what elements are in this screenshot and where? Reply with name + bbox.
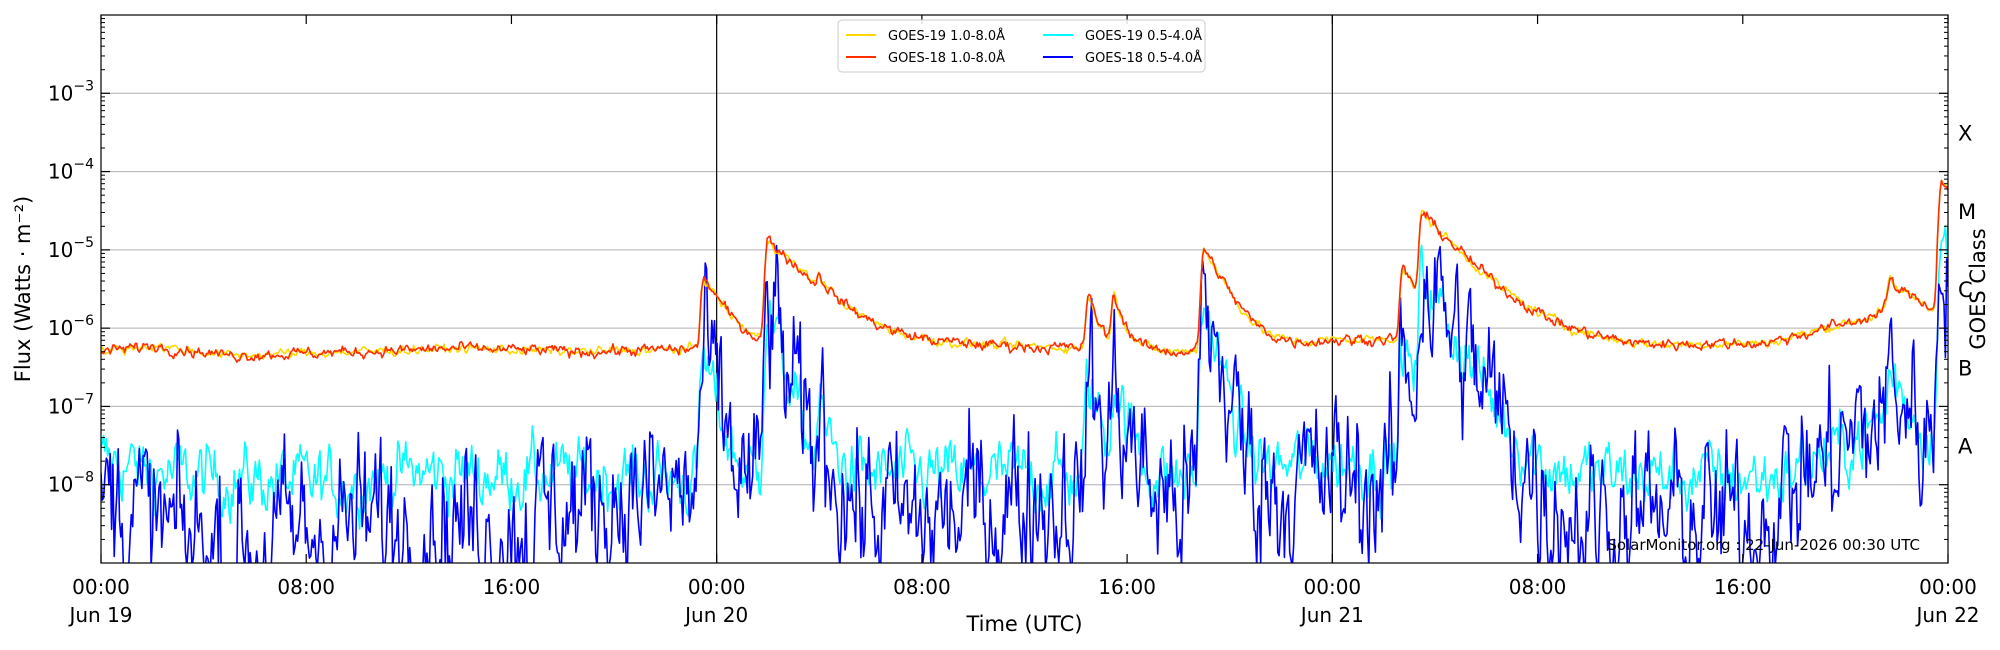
goes-class-label: B bbox=[1958, 356, 1972, 380]
x-axis: 00:00 Jun 19 08:00 16:00 00:00 Jun 20 08:00 16:… bbox=[67, 15, 1980, 627]
x-tick-date-label: Jun 22 bbox=[1914, 603, 1979, 627]
y-tick-label: 10−8 bbox=[48, 470, 94, 497]
legend-entry: GOES-19 1.0-8.0Å bbox=[888, 28, 1005, 44]
day-separators bbox=[716, 15, 1333, 563]
plot-frame bbox=[100, 14, 1949, 564]
y-tick-label: 10−6 bbox=[48, 313, 94, 340]
y-axis: 10−8 10−7 10−6 10−5 10−4 10−3 bbox=[48, 18, 1948, 540]
x-tick-date-label: Jun 19 bbox=[67, 603, 132, 627]
goes-class-label: M bbox=[1958, 200, 1976, 224]
x-tick-label: 00:00 bbox=[1919, 575, 1977, 599]
credit-text: SolarMonitor.org : 22-Jun-2026 00:30 UTC bbox=[1607, 536, 1920, 554]
grid-lines bbox=[101, 92, 1948, 486]
legend-entry: GOES-19 0.5-4.0Å bbox=[1085, 28, 1202, 44]
legend-entry: GOES-18 1.0-8.0Å bbox=[888, 50, 1005, 66]
series-line bbox=[101, 224, 1948, 530]
goes-class-label: X bbox=[1958, 122, 1972, 146]
goes-class-label: C bbox=[1958, 278, 1973, 302]
y-tick-label: 10−7 bbox=[48, 391, 94, 418]
goes-class-axis-label: GOES Class bbox=[1966, 228, 1990, 349]
y-tick-label: 10−3 bbox=[48, 78, 94, 105]
legend-box bbox=[837, 19, 1206, 73]
x-tick-label: 00:00 bbox=[72, 575, 130, 599]
y-tick-label: 10−5 bbox=[48, 235, 94, 262]
x-tick-date-label: Jun 20 bbox=[683, 603, 748, 627]
x-tick-label: 16:00 bbox=[1098, 575, 1156, 599]
series-line bbox=[101, 244, 1948, 563]
goes-class-axis: A B C M X bbox=[1958, 122, 1976, 459]
series-line bbox=[101, 179, 1948, 363]
y-tick-label: 10−4 bbox=[48, 157, 94, 184]
x-tick-label: 16:00 bbox=[483, 575, 541, 599]
goes-class-label: A bbox=[1958, 435, 1973, 459]
x-tick-label: 08:00 bbox=[277, 575, 335, 599]
legend: GOES-19 1.0-8.0Å GOES-18 1.0-8.0Å GOES-19 … bbox=[837, 19, 1206, 73]
x-tick-label: 16:00 bbox=[1714, 575, 1772, 599]
legend-entry: GOES-18 0.5-4.0Å bbox=[1085, 50, 1202, 66]
y-axis-label: Flux (Watts · m⁻²) bbox=[11, 196, 35, 382]
x-tick-date-label: Jun 21 bbox=[1299, 603, 1364, 627]
x-tick-label: 08:00 bbox=[1509, 575, 1567, 599]
series-line bbox=[101, 180, 1948, 360]
x-tick-label: 00:00 bbox=[1304, 575, 1362, 599]
x-tick-label: 00:00 bbox=[688, 575, 746, 599]
series-lines bbox=[101, 179, 1948, 563]
x-axis-label: Time (UTC) bbox=[965, 612, 1082, 636]
x-tick-label: 08:00 bbox=[893, 575, 951, 599]
